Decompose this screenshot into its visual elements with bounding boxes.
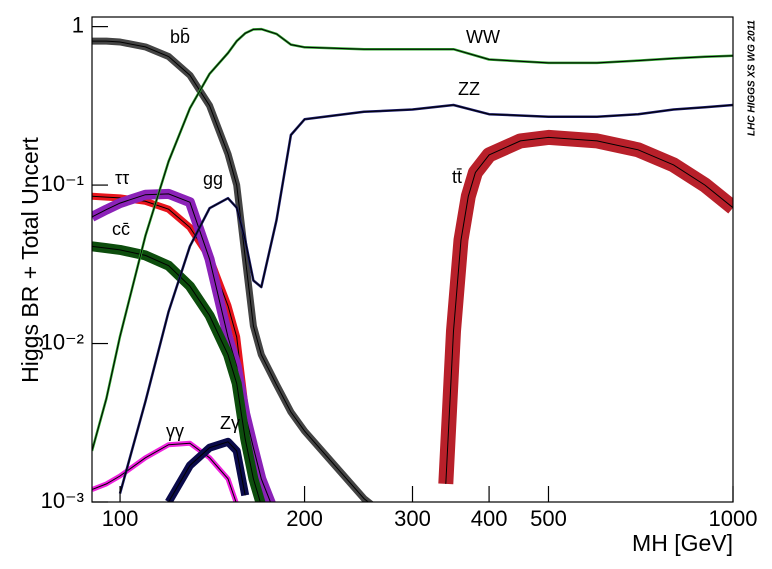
series-line <box>92 193 271 502</box>
series-line <box>168 441 246 502</box>
series-label: ZZ <box>458 79 480 99</box>
plot-area <box>92 27 733 502</box>
series-band <box>438 129 733 485</box>
x-tick-label: 200 <box>286 506 323 531</box>
series-label: WW <box>466 27 500 47</box>
series-line <box>92 245 261 502</box>
x-tick-label: 1000 <box>709 506 758 531</box>
x-tick-label: 300 <box>394 506 431 531</box>
series-label: ττ <box>115 168 129 188</box>
x-axis-title: MH [GeV] <box>632 530 733 556</box>
y-tick-label: 10⁻² <box>41 329 84 354</box>
series-label: cc̄ <box>112 219 130 239</box>
series-label: Zγ <box>220 413 240 433</box>
x-tick-label: 100 <box>102 506 139 531</box>
series-label: tt̄ <box>452 167 462 187</box>
y-tick-label: 10⁻³ <box>41 488 84 513</box>
series-line <box>92 442 237 502</box>
series-label: γγ <box>166 421 184 441</box>
y-tick-label: 1 <box>72 12 84 37</box>
series-line <box>119 104 733 494</box>
series-band <box>118 103 733 494</box>
y-tick-label: 10⁻¹ <box>41 171 84 196</box>
x-tick-label: 400 <box>471 506 508 531</box>
series-band <box>92 27 733 452</box>
series-line <box>92 28 733 452</box>
annotation: LHC HIGGS XS WG 2011 <box>747 20 758 136</box>
series-line <box>92 40 370 502</box>
series-line <box>445 136 733 484</box>
series-label: gg <box>203 169 223 189</box>
y-axis-title: Higgs BR + Total Uncert <box>17 137 43 383</box>
series-band <box>92 440 239 502</box>
x-tick-label: 500 <box>530 506 567 531</box>
series-label: bb̄ <box>170 27 190 47</box>
plot-frame <box>91 16 734 503</box>
